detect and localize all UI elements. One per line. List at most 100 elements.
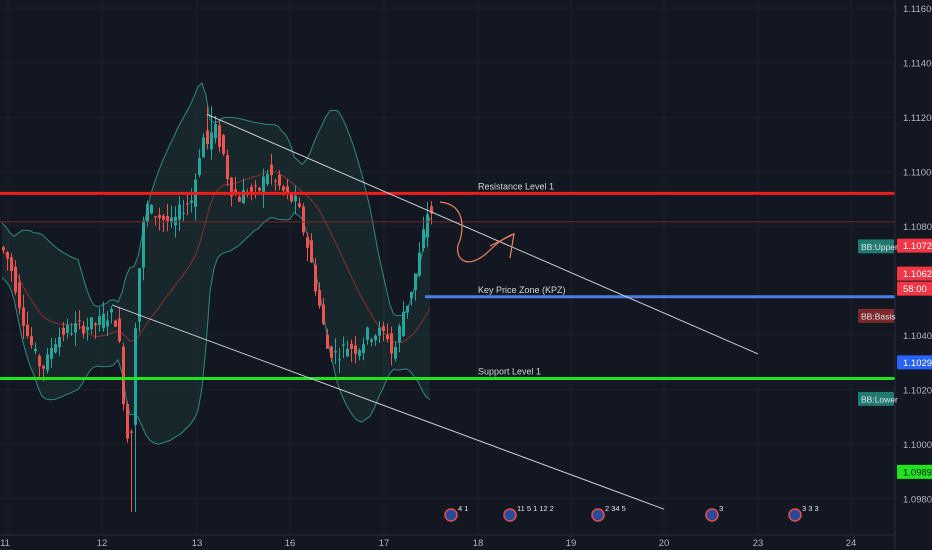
price-tag-box [897, 281, 932, 296]
event-marker-label: 3 [719, 504, 723, 513]
y-tick-label: 1.09600 [903, 549, 932, 550]
candle-body [34, 348, 37, 352]
candle-body [94, 323, 97, 326]
candle-body [366, 327, 369, 340]
level-label: Key Price Zone (KPZ) [478, 285, 566, 295]
y-tick-label: 1.10400 [903, 331, 932, 342]
candle-body [90, 317, 93, 330]
candle-body [250, 186, 253, 192]
candle-body [178, 204, 181, 220]
candle-body [282, 186, 285, 191]
candle-body [222, 135, 225, 154]
price-tag-label: 58:00 [903, 284, 927, 295]
price-tag-box [897, 355, 932, 370]
candle-body [30, 336, 33, 345]
y-tick-label: 1.11600 [903, 4, 932, 15]
candle-body [150, 204, 153, 214]
candle-body [118, 318, 121, 342]
candle-body [166, 215, 169, 222]
candle-body [190, 200, 193, 203]
bb-lower-line [1, 212, 431, 445]
candle-body [306, 237, 309, 248]
candle-body [114, 320, 117, 327]
candle-body [390, 333, 393, 354]
event-marker-label: 11 5 1 12 2 [517, 504, 554, 513]
price-tag-box [897, 238, 932, 253]
bb-fill [2, 83, 430, 445]
candle-body [302, 206, 305, 233]
candle-body [398, 326, 401, 343]
candle-body [254, 185, 257, 187]
price-tag-label: 1.10728 [903, 241, 932, 252]
level-label: Resistance Level 1 [478, 181, 554, 191]
candle-body [298, 203, 301, 207]
candle-body [50, 348, 53, 359]
candle-body [382, 326, 385, 332]
candle-body [218, 125, 221, 147]
candle-body [426, 214, 429, 238]
candle-body [258, 187, 261, 191]
candle-body [18, 282, 21, 308]
y-tick-label: 1.10000 [903, 440, 932, 451]
candle-body [134, 328, 137, 425]
event-marker-label: 4 1 [458, 504, 468, 513]
candle-body [70, 333, 73, 335]
candle-body [290, 194, 293, 202]
price-tag-label: 1.09897 [903, 467, 932, 478]
candle-body [386, 334, 389, 339]
price-tag-box [897, 464, 932, 479]
trendline [111, 304, 665, 510]
y-tick-label: 1.10800 [903, 222, 932, 233]
candle-body [170, 217, 173, 223]
candle-body [142, 221, 145, 268]
candle-body [58, 336, 61, 348]
candle-body [238, 196, 241, 202]
candle-body [206, 130, 209, 145]
candle-body [334, 351, 337, 353]
candle-body [358, 349, 361, 356]
candle-body [418, 252, 421, 276]
candle-body [286, 186, 289, 193]
candle-body [214, 124, 217, 139]
event-marker: 11 5 1 12 2 [503, 504, 554, 522]
bb-axis-label: BB:Upper [861, 242, 898, 252]
event-marker-label: 2 34 5 [605, 504, 626, 513]
candle-body [422, 229, 425, 249]
x-tick-label: 24 [846, 538, 857, 549]
candle-body [74, 323, 77, 333]
candle-body [226, 155, 229, 180]
bb-axis-label-box [858, 308, 894, 323]
y-tick-label: 1.11400 [903, 59, 932, 70]
price-tag-label: 1.10299 [903, 358, 932, 369]
x-tick-label: 11 [0, 538, 10, 549]
candle-body [322, 304, 325, 325]
flag-icon [591, 508, 605, 522]
candle-body [174, 216, 177, 226]
candle-body [98, 316, 101, 325]
candle-body [414, 273, 417, 291]
x-tick-label: 16 [285, 538, 296, 549]
y-tick-label: 1.11000 [903, 168, 932, 179]
flag-icon [503, 508, 517, 522]
candle-body [362, 344, 365, 354]
candle-body [326, 334, 329, 349]
candle-body [270, 164, 273, 176]
candle-body [46, 354, 49, 371]
price-tag-box [897, 266, 932, 281]
candle-body [430, 206, 433, 214]
candle-body [14, 266, 17, 293]
x-tick-label: 20 [659, 538, 670, 549]
candle-body [6, 252, 9, 259]
bb-axis-label-box [858, 391, 894, 406]
candle-body [210, 132, 213, 150]
bb-axis-label-box [858, 239, 894, 254]
candle-body [262, 176, 265, 195]
candle-body [62, 328, 65, 335]
candle-body [202, 137, 205, 158]
candle-body [2, 247, 5, 251]
candle-body [314, 264, 317, 292]
event-marker: 3 3 3 [788, 504, 819, 522]
